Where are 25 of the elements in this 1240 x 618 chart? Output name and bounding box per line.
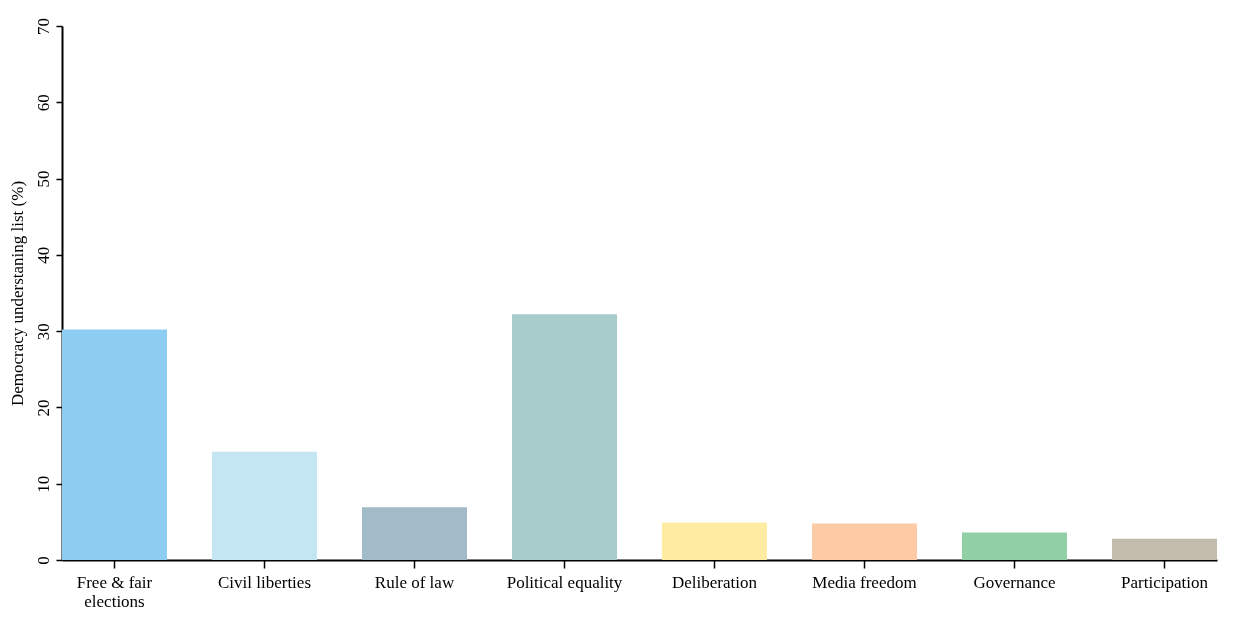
y-tick-label: 30 <box>33 323 53 341</box>
bar <box>812 523 917 560</box>
bar <box>1112 538 1217 560</box>
bar <box>362 507 467 560</box>
y-tick-label: 0 <box>33 556 53 565</box>
y-tick-label: 60 <box>33 94 53 112</box>
bar <box>962 532 1067 560</box>
y-tick-label: 50 <box>33 170 53 188</box>
x-tick-label: Rule of law <box>374 572 455 592</box>
y-tick-label: 40 <box>33 246 53 264</box>
x-tick-label: Political equality <box>506 572 623 592</box>
x-tick-label: Civil liberties <box>217 572 312 592</box>
x-tick-label: Governance <box>973 572 1056 592</box>
x-tick-label: Deliberation <box>672 572 758 592</box>
y-axis-title: Democracy understaning list (%) <box>7 180 27 407</box>
y-tick-label: 10 <box>33 475 53 493</box>
y-tick-label: 70 <box>33 18 53 35</box>
x-tick-label: Free & fair elections <box>76 572 153 611</box>
bar <box>212 451 317 560</box>
bar <box>662 522 767 560</box>
bar <box>512 314 617 560</box>
x-tick-label: Media freedom <box>812 572 917 592</box>
x-tick-label: Participation <box>1121 572 1209 592</box>
bar <box>62 329 167 560</box>
y-tick-label: 20 <box>33 399 53 417</box>
